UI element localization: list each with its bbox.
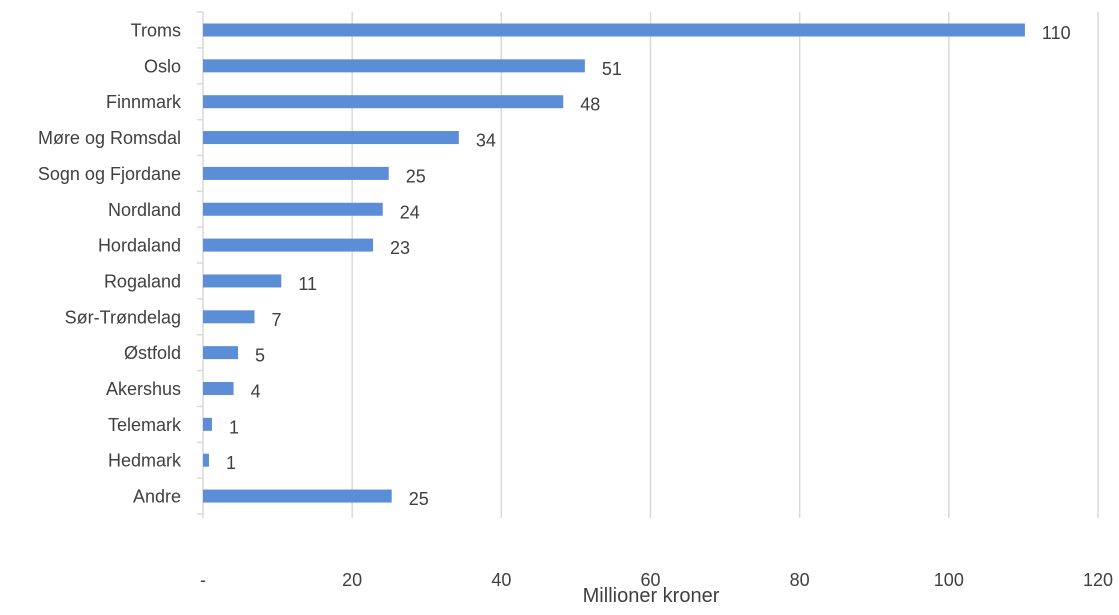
bar [203,274,282,288]
category-label: Rogaland [104,271,181,291]
y-axis [197,11,204,518]
bar [203,346,239,360]
bar [203,202,383,216]
data-label: 24 [400,202,420,222]
category-label: Østfold [124,343,181,363]
x-tick-label: - [200,570,206,590]
gridlines [351,12,1099,518]
x-tick-label: 20 [342,570,362,590]
data-label: 1 [226,453,236,473]
data-label: 1 [229,417,239,437]
bar [203,131,459,145]
bar [203,166,389,180]
data-label: 51 [602,59,622,79]
category-label: Finnmark [106,92,182,112]
data-label: 110 [1042,23,1071,43]
x-tick-labels: - 20 40 60 80 100 120 [200,570,1113,590]
data-label: 25 [406,166,426,186]
x-tick-label: 60 [640,570,660,590]
bar [203,417,212,431]
category-label: Nordland [108,200,181,220]
bar [203,59,585,73]
data-label: 25 [409,489,429,509]
category-label: Møre og Romsdal [38,128,181,148]
category-label: Sør-Trøndelag [65,307,181,327]
category-label: Hordaland [98,236,181,256]
bar [203,23,1025,37]
category-label: Hedmark [108,451,182,471]
category-label: Andre [133,487,181,507]
category-label: Telemark [108,415,182,435]
bar [203,453,209,467]
category-label: Oslo [144,56,181,76]
data-label: 11 [298,274,317,294]
bar [203,382,234,395]
data-label: 5 [255,346,265,366]
x-tick-label: 40 [491,570,511,590]
bar [203,95,564,109]
data-label: 23 [390,238,410,258]
bar [203,489,392,503]
bars [203,23,1025,503]
x-axis-title: Millioner kroner [583,585,720,607]
data-label: 34 [476,131,496,151]
x-tick-label: 100 [934,570,964,590]
category-label: Sogn og Fjordane [38,164,181,184]
bar [203,238,374,252]
data-label: 48 [580,95,600,115]
data-label: 4 [251,382,261,402]
category-labels: Troms Oslo Finnmark Møre og Romsdal Sogn og … [38,21,182,507]
data-label: 7 [271,310,281,330]
x-tick-label: 120 [1083,570,1113,590]
x-tick-label: 80 [790,570,810,590]
category-label: Troms [131,21,181,41]
bar [203,310,255,324]
category-label: Akershus [106,379,181,399]
